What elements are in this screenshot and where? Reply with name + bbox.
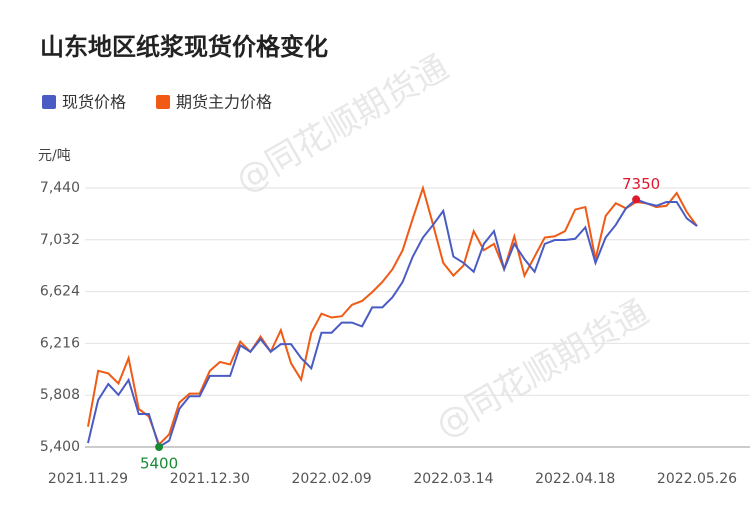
y-tick-label: 7,440 xyxy=(40,180,80,196)
legend-label: 现货价格 xyxy=(62,93,126,112)
value-label: 5400 xyxy=(140,455,178,473)
y-unit: 元/吨 xyxy=(38,148,71,164)
watermark: @同花顺期货通 xyxy=(429,292,655,446)
y-tick-label: 6,216 xyxy=(40,335,80,351)
series-line xyxy=(87,198,698,449)
x-tick-label: 2022.04.18 xyxy=(535,471,615,487)
chart-title: 山东地区纸浆现货价格变化 xyxy=(40,33,328,61)
value-label: 7350 xyxy=(622,175,660,193)
x-tick-label: 2022.05.26 xyxy=(657,471,737,487)
legend-swatch xyxy=(156,95,171,109)
x-tick-label: 2021.12.30 xyxy=(170,471,250,487)
series-line xyxy=(87,184,698,447)
x-tick-label: 2022.02.09 xyxy=(292,471,372,487)
y-tick-label: 5,400 xyxy=(40,439,80,455)
legend-swatch xyxy=(42,95,56,109)
x-tick-label: 2021.11.29 xyxy=(48,471,128,487)
x-tick-label: 2022.03.14 xyxy=(413,471,493,487)
watermark: @同花顺期货通 xyxy=(229,47,455,201)
y-tick-label: 7,032 xyxy=(40,232,80,248)
extreme-point xyxy=(632,195,641,204)
legend-label: 期货主力价格 xyxy=(176,93,272,112)
extreme-point xyxy=(155,443,164,451)
y-tick-label: 5,808 xyxy=(40,387,80,403)
legend: 现货价格 期货主力价格 xyxy=(42,93,272,112)
y-tick-label: 6,624 xyxy=(40,284,80,300)
